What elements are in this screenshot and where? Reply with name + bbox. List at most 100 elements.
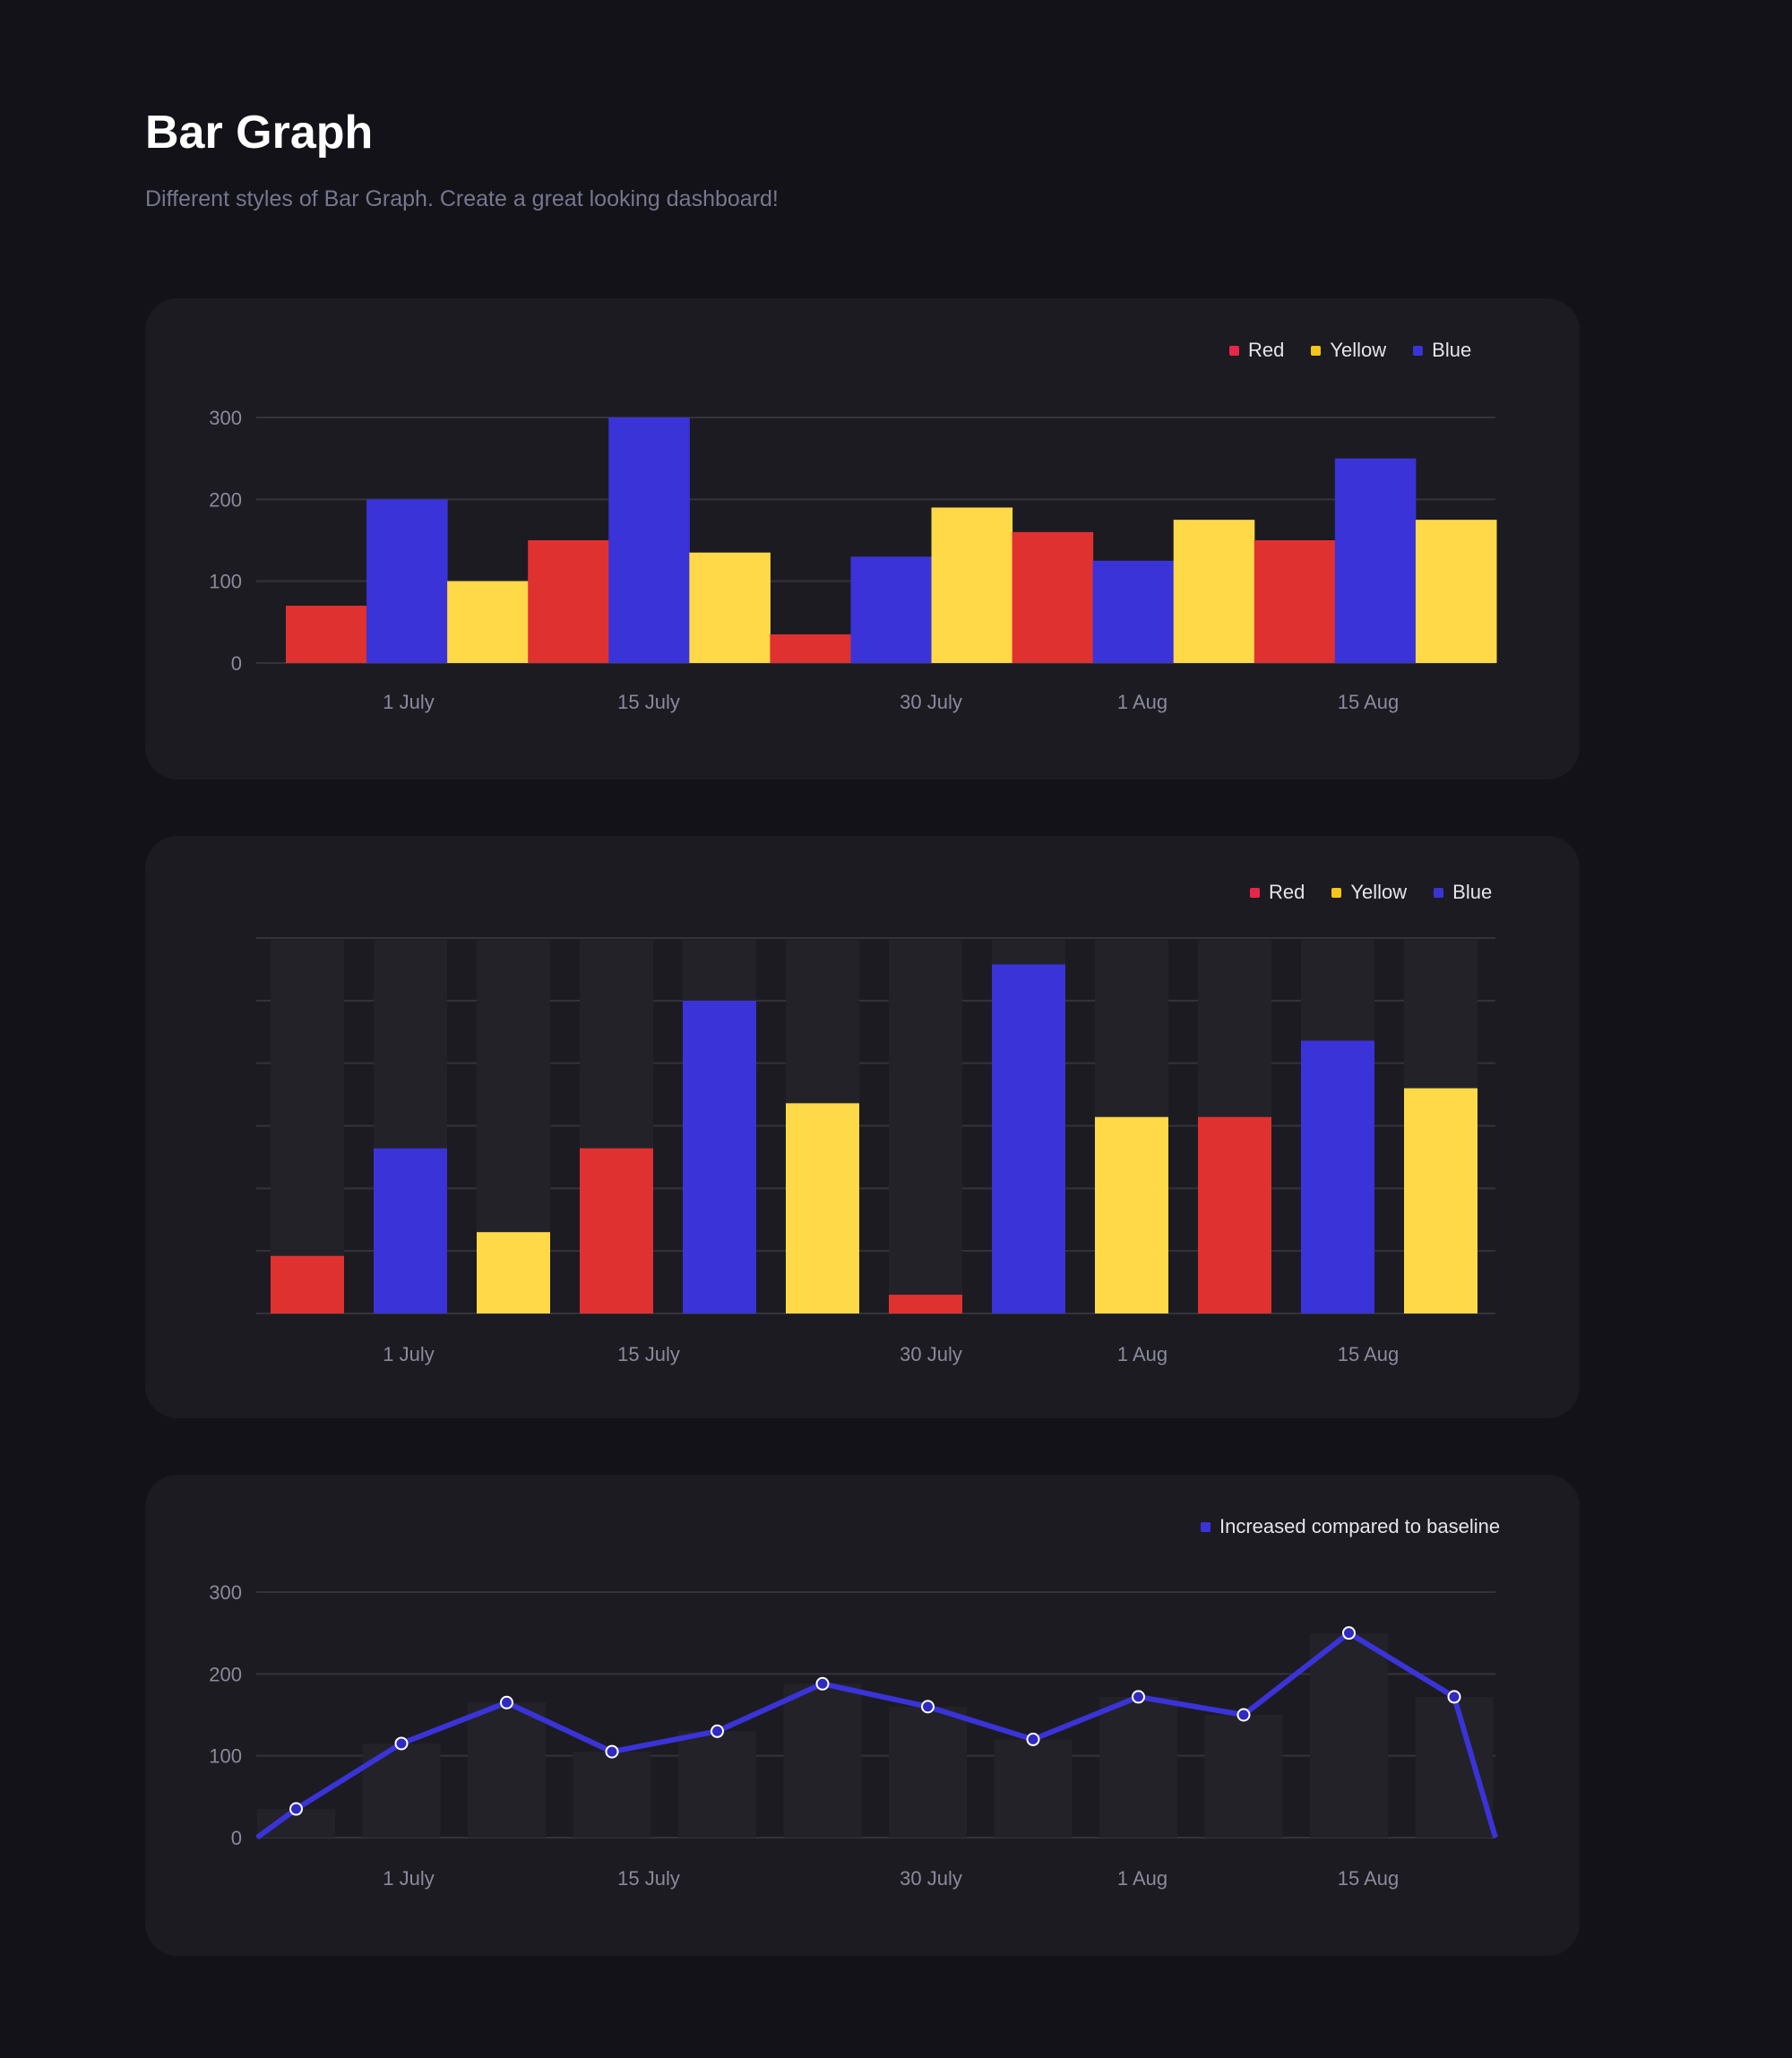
page-title: Bar Graph: [145, 107, 374, 159]
x-tick-label: 1 July: [383, 1343, 434, 1365]
bar-yellow: [1173, 520, 1255, 663]
legend-item-yellow[interactable]: Yellow: [1311, 339, 1386, 362]
bar-red: [580, 1148, 653, 1313]
background-bar: [678, 1731, 756, 1838]
bar-blue: [1334, 458, 1417, 663]
series-line: [255, 1630, 1498, 1840]
bar-blue: [1092, 560, 1175, 663]
legend: Red Yellow Blue: [1229, 339, 1471, 362]
bar-red: [528, 540, 609, 663]
legend-item-blue[interactable]: Blue: [1434, 881, 1492, 904]
legend-label: Red: [1248, 339, 1285, 361]
background-bar: [573, 1752, 651, 1838]
data-point: [1447, 1690, 1461, 1704]
background-bar: [994, 1739, 1073, 1838]
bar-blue: [608, 418, 690, 663]
x-tick-label: 15 July: [617, 1867, 680, 1890]
y-tick-label: 200: [209, 1663, 242, 1685]
legend-item-red[interactable]: Red: [1250, 881, 1305, 904]
bar-red: [1198, 1116, 1271, 1313]
legend-swatch: [1201, 1521, 1210, 1532]
bar-red: [770, 634, 851, 663]
legend-label: Blue: [1452, 881, 1493, 903]
data-point: [921, 1700, 935, 1714]
legend: Increased compared to baseline: [1201, 1515, 1500, 1538]
legend-item-red[interactable]: Red: [1229, 339, 1284, 362]
legend-label: Blue: [1432, 339, 1472, 361]
background-bar: [889, 1706, 967, 1838]
x-tick-label: 1 Aug: [1117, 691, 1167, 713]
data-point: [500, 1695, 513, 1709]
legend-label: Yellow: [1350, 881, 1408, 903]
bar-blue: [992, 964, 1065, 1313]
background-bar: [1099, 1696, 1177, 1838]
legend-swatch: [1311, 345, 1322, 356]
y-tick-label: 0: [231, 1827, 242, 1849]
x-tick-label: 15 July: [617, 691, 680, 713]
x-tick-label: 15 Aug: [1338, 691, 1400, 713]
data-point: [711, 1724, 724, 1738]
bar-blue: [1301, 1040, 1374, 1313]
background-bar: [1415, 1696, 1494, 1838]
x-tick-label: 1 Aug: [1117, 1867, 1167, 1890]
y-tick-label: 0: [231, 652, 242, 675]
bar-yellow: [1095, 1116, 1168, 1313]
bar-blue: [683, 1000, 756, 1313]
legend: Red Yellow Blue: [1250, 881, 1492, 904]
legend-item-blue[interactable]: Blue: [1413, 339, 1471, 362]
legend-swatch: [1434, 887, 1444, 898]
legend-item-baseline[interactable]: Increased compared to baseline: [1201, 1515, 1500, 1538]
bar-blue: [850, 556, 933, 663]
data-point: [605, 1744, 619, 1759]
legend-swatch: [1229, 345, 1239, 356]
legend-label: Increased compared to baseline: [1219, 1515, 1501, 1537]
y-tick-label: 100: [209, 1745, 242, 1768]
bar-blue: [374, 1148, 447, 1313]
bar-red: [1012, 531, 1094, 663]
bar-yellow: [1404, 1088, 1478, 1313]
y-tick-label: 300: [209, 407, 242, 429]
legend-label: Yellow: [1330, 339, 1387, 361]
bar-yellow: [477, 1232, 550, 1313]
data-point: [394, 1736, 409, 1751]
data-point: [1132, 1690, 1145, 1704]
bar-yellow: [931, 507, 1013, 663]
page-subtitle: Different styles of Bar Graph. Create a …: [145, 186, 779, 211]
background-bar: [783, 1683, 862, 1838]
legend-item-yellow[interactable]: Yellow: [1331, 881, 1407, 904]
legend-label: Red: [1269, 881, 1305, 903]
bar-yellow: [447, 581, 529, 663]
bar-red: [1254, 540, 1336, 663]
bar-blue: [366, 499, 448, 663]
background-bar: [1310, 1632, 1388, 1838]
bar-yellow: [689, 552, 771, 663]
x-tick-label: 1 Aug: [1117, 1343, 1167, 1365]
legend-swatch: [1331, 887, 1342, 898]
bar-track: [271, 940, 344, 1313]
x-tick-label: 1 July: [383, 1867, 434, 1890]
data-point: [289, 1802, 303, 1816]
data-point: [815, 1676, 830, 1691]
bar-yellow: [786, 1103, 859, 1313]
bar-yellow: [1415, 520, 1497, 663]
legend-swatch: [1413, 345, 1424, 356]
background-bar: [468, 1702, 546, 1838]
x-tick-label: 15 Aug: [1338, 1343, 1400, 1365]
x-tick-label: 30 July: [900, 1867, 962, 1890]
bar-track: [889, 940, 962, 1313]
x-tick-label: 15 July: [617, 1343, 680, 1365]
data-point: [1026, 1732, 1040, 1746]
x-tick-label: 30 July: [900, 691, 962, 713]
x-tick-label: 30 July: [900, 1343, 962, 1365]
data-point: [1236, 1708, 1251, 1722]
y-tick-label: 100: [209, 571, 242, 593]
data-point: [1342, 1626, 1356, 1640]
legend-swatch: [1250, 887, 1260, 898]
x-tick-label: 15 Aug: [1338, 1867, 1400, 1890]
background-bar: [1204, 1715, 1283, 1838]
bar-red: [889, 1295, 962, 1313]
bar-red: [271, 1255, 344, 1313]
y-tick-label: 200: [209, 488, 242, 511]
y-tick-label: 300: [209, 1581, 242, 1604]
